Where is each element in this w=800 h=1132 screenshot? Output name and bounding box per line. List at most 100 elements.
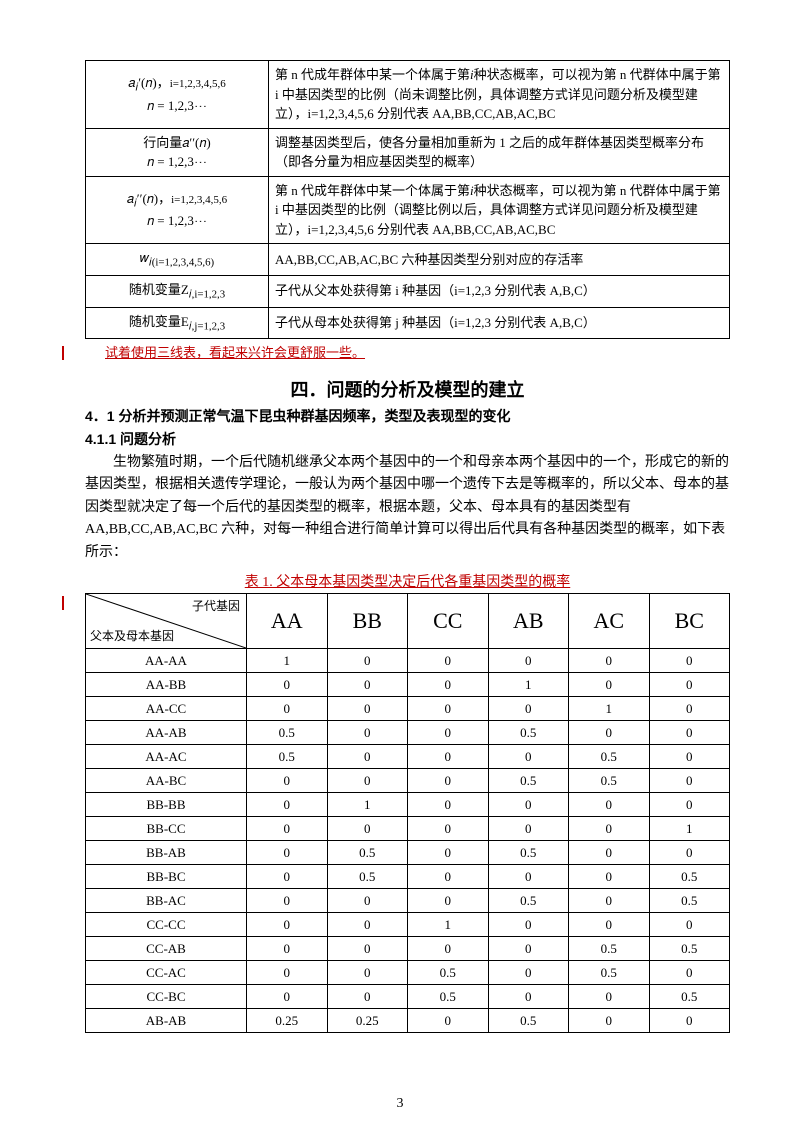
prob-cell: 0 [408, 816, 489, 840]
prob-cell: 0 [327, 768, 408, 792]
prob-cell: 0 [408, 840, 489, 864]
prob-cell: 0 [408, 864, 489, 888]
prob-cell: 0.25 [327, 1008, 408, 1032]
def-description: 第 n 代成年群体中某一个体属于第i种状态概率，可以视为第 n 代群体中属于第 … [269, 61, 730, 129]
prob-cell: 1 [649, 816, 730, 840]
prob-cell: 0.5 [408, 984, 489, 1008]
prob-cell: 0.5 [649, 888, 730, 912]
row-header: BB-BB [86, 792, 247, 816]
column-header: AB [488, 593, 569, 648]
prob-cell: 0.5 [488, 720, 569, 744]
prob-cell: 0 [247, 672, 328, 696]
prob-cell: 0.5 [247, 744, 328, 768]
prob-cell: 0 [649, 744, 730, 768]
prob-cell: 1 [569, 696, 650, 720]
prob-cell: 1 [247, 648, 328, 672]
row-header: BB-AC [86, 888, 247, 912]
prob-cell: 0 [569, 888, 650, 912]
row-header: AA-AA [86, 648, 247, 672]
prob-table-body: AA-AA100000AA-BB000100AA-CC000010AA-AB0.… [86, 648, 730, 1032]
table-row: AA-AC0.50000.50 [86, 744, 730, 768]
table-row: AA-CC000010 [86, 696, 730, 720]
column-header: BB [327, 593, 408, 648]
table-row: CC-AB00000.50.5 [86, 936, 730, 960]
row-header: CC-BC [86, 984, 247, 1008]
def-row: 随机变量E𝑖,j=1,2,3子代从母本处获得第 j 种基因（i=1,2,3 分别… [86, 307, 730, 339]
table-row: AA-AA100000 [86, 648, 730, 672]
row-header: AB-AB [86, 1008, 247, 1032]
prob-cell: 0.5 [327, 864, 408, 888]
prob-cell: 0 [488, 984, 569, 1008]
column-header: BC [649, 593, 730, 648]
prob-cell: 0 [569, 648, 650, 672]
prob-cell: 0 [649, 792, 730, 816]
prob-cell: 0 [569, 864, 650, 888]
prob-cell: 0 [649, 768, 730, 792]
prob-cell: 0 [247, 912, 328, 936]
prob-cell: 0.5 [649, 936, 730, 960]
prob-cell: 0 [569, 720, 650, 744]
def-row: 𝑎𝑖′(𝑛)，i=1,2,3,4,5,6𝑛 = 1,2,3⋯第 n 代成年群体中… [86, 61, 730, 129]
prob-cell: 0 [327, 936, 408, 960]
row-header: AA-CC [86, 696, 247, 720]
prob-cell: 0 [408, 720, 489, 744]
def-description: AA,BB,CC,AB,AC,BC 六种基因类型分别对应的存活率 [269, 244, 730, 276]
prob-cell: 0 [408, 744, 489, 768]
prob-cell: 0 [247, 768, 328, 792]
subheading-4-1: 4．1 分析并预测正常气温下昆虫种群基因频率，类型及表现型的变化 [85, 406, 730, 427]
prob-cell: 0 [247, 840, 328, 864]
prob-cell: 0.5 [569, 936, 650, 960]
table-1-caption: 表 1. 父本母本基因类型决定后代各重基因类型的概率 [85, 572, 730, 593]
table-row: AA-BC0000.50.50 [86, 768, 730, 792]
prob-cell: 0.5 [649, 984, 730, 1008]
row-header: AA-AC [86, 744, 247, 768]
prob-cell: 0 [247, 936, 328, 960]
prob-cell: 0 [488, 696, 569, 720]
prob-cell: 0 [649, 648, 730, 672]
table-row: BB-CC000001 [86, 816, 730, 840]
prob-cell: 0 [649, 672, 730, 696]
page-number: 3 [0, 1093, 800, 1114]
def-row: 随机变量Z𝑖,i=1,2,3子代从父本处获得第 i 种基因（i=1,2,3 分别… [86, 275, 730, 307]
prob-cell: 0.5 [569, 960, 650, 984]
def-description: 第 n 代成年群体中某一个体属于第i种状态概率，可以视为第 n 代群体中属于第 … [269, 176, 730, 244]
prob-cell: 0 [327, 648, 408, 672]
prob-cell: 0 [488, 648, 569, 672]
prob-cell: 0 [247, 984, 328, 1008]
symbol-definition-table: 𝑎𝑖′(𝑛)，i=1,2,3,4,5,6𝑛 = 1,2,3⋯第 n 代成年群体中… [85, 60, 730, 339]
row-header: BB-BC [86, 864, 247, 888]
def-symbol: 𝑎𝑖′′(𝑛)，i=1,2,3,4,5,6𝑛 = 1,2,3⋯ [86, 176, 269, 244]
prob-cell: 0 [327, 696, 408, 720]
prob-cell: 0 [247, 696, 328, 720]
prob-cell: 0 [649, 1008, 730, 1032]
row-header: CC-CC [86, 912, 247, 936]
prob-cell: 0 [408, 888, 489, 912]
prob-cell: 0 [327, 744, 408, 768]
prob-cell: 0.5 [327, 840, 408, 864]
diagonal-header: 子代基因 父本及母本基因 [86, 593, 247, 648]
def-symbol: 行向量𝑎′′(𝑛)𝑛 = 1,2,3⋯ [86, 128, 269, 176]
prob-cell: 0.5 [247, 720, 328, 744]
prob-cell: 0 [408, 768, 489, 792]
prob-cell: 0 [327, 888, 408, 912]
prob-cell: 0.25 [247, 1008, 328, 1032]
prob-cell: 0 [488, 744, 569, 768]
diag-bot-label: 父本及母本基因 [90, 627, 174, 645]
prob-cell: 0 [569, 792, 650, 816]
row-header: CC-AC [86, 960, 247, 984]
prob-cell: 0 [247, 792, 328, 816]
def-description: 子代从母本处获得第 j 种基因（i=1,2,3 分别代表 A,B,C） [269, 307, 730, 339]
prob-cell: 0 [569, 912, 650, 936]
prob-cell: 0 [569, 984, 650, 1008]
def-symbol: 随机变量E𝑖,j=1,2,3 [86, 307, 269, 339]
prob-cell: 0 [408, 672, 489, 696]
table-row: AA-BB000100 [86, 672, 730, 696]
table-row: AA-AB0.5000.500 [86, 720, 730, 744]
row-header: BB-CC [86, 816, 247, 840]
prob-cell: 0 [327, 984, 408, 1008]
prob-cell: 0 [247, 864, 328, 888]
prob-cell: 0.5 [408, 960, 489, 984]
table-row: AB-AB0.250.2500.500 [86, 1008, 730, 1032]
def-row: 𝑤𝑖(i=1,2,3,4,5,6)AA,BB,CC,AB,AC,BC 六种基因类… [86, 244, 730, 276]
def-row: 行向量𝑎′′(𝑛)𝑛 = 1,2,3⋯调整基因类型后，使各分量相加重新为 1 之… [86, 128, 730, 176]
